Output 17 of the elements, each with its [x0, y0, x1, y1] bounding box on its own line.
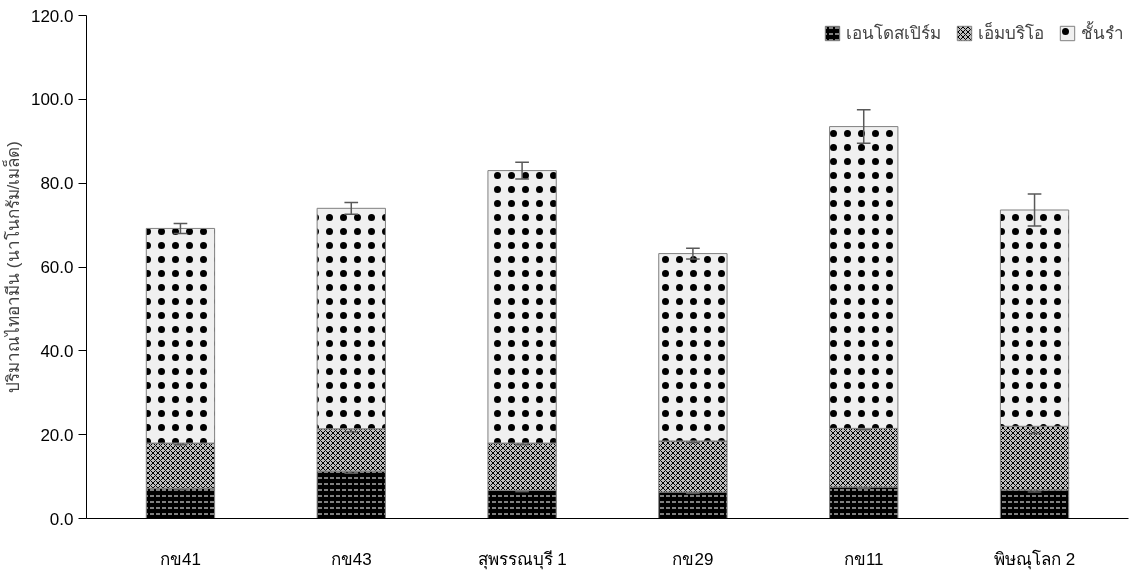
x-tick-label: กข43 — [330, 549, 372, 569]
y-tick-label: 60.0 — [40, 258, 74, 277]
y-tick-label: 120.0 — [30, 6, 74, 26]
x-tick-label: กข29 — [672, 549, 714, 569]
y-tick-label: 100.0 — [30, 90, 74, 110]
legend-label: ชั้นรำ — [1081, 20, 1124, 45]
x-tick-label: กข11 — [843, 549, 884, 569]
x-tick-label: พิษณุโลก 2 — [993, 548, 1076, 570]
legend-label: เอ็มบริโอ — [978, 21, 1044, 45]
y-tick-label: 20.0 — [40, 425, 74, 445]
legend-label: เอนโดสเปิร์ม — [846, 22, 941, 45]
y-tick-label: 40.0 — [40, 341, 74, 361]
y-tick-label: 0.0 — [49, 509, 74, 529]
y-axis-title: ปริมาณไทอามีน (นาโนกรัม/เมล็ด) — [1, 141, 23, 393]
x-tick-label: กข41 — [160, 549, 201, 569]
x-tick-label: สุพรรณบุรี 1 — [477, 549, 567, 570]
y-tick-label: 80.0 — [40, 174, 74, 194]
